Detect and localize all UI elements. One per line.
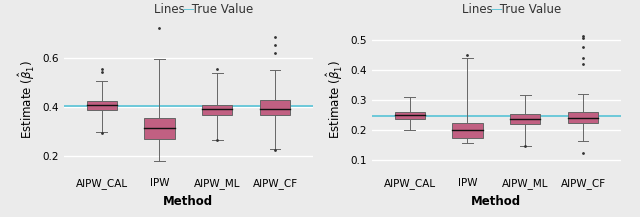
Text: True Value: True Value [188,3,253,16]
Bar [86,101,116,110]
Y-axis label: Estimate ($\hat{\beta}_1$): Estimate ($\hat{\beta}_1$) [324,60,345,139]
X-axis label: Method: Method [163,195,214,208]
Bar [395,112,425,119]
Bar [510,114,540,124]
X-axis label: Method: Method [471,195,522,208]
Bar [568,112,598,123]
Text: Lines: Lines [154,3,188,16]
Bar [260,100,290,115]
Text: —: — [490,3,502,16]
Text: True Value: True Value [497,3,562,16]
Text: —: — [182,3,195,16]
Bar [145,118,175,139]
Text: Lines: Lines [462,3,497,16]
Y-axis label: Estimate ($\hat{\beta}_1$): Estimate ($\hat{\beta}_1$) [16,60,37,139]
Bar [452,123,483,138]
Bar [202,105,232,115]
